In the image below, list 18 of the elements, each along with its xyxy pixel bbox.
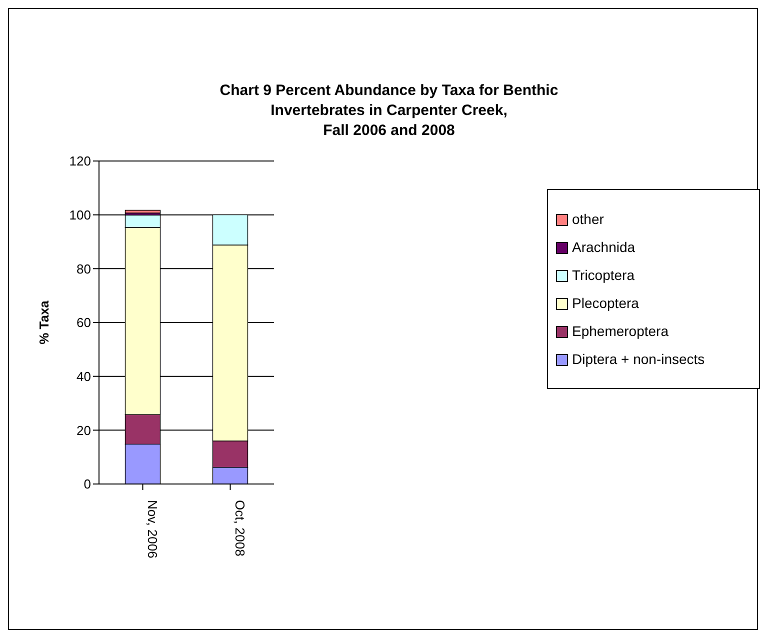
x-tick-label: Nov, 2006	[144, 500, 160, 558]
legend-label: Ephemeroptera	[572, 322, 669, 340]
text: Chart 9 Percent Abundance by Taxa for Benthic Invertebrates in Carpenter Creek, Fall 2006 and 2008	[218, 81, 560, 141]
y-tick-label: 60	[76, 315, 91, 330]
y-tick-label: 0	[84, 476, 91, 492]
y-tick-label: 80	[76, 261, 91, 276]
legend-label: Plecoptera	[572, 294, 639, 312]
bar	[124, 210, 161, 214]
y-tick-label: 40	[76, 368, 91, 384]
y-tick-label: 120	[69, 154, 91, 169]
legend-label: Arachnida	[572, 238, 636, 256]
y-tick-label: 100	[69, 207, 91, 222]
y-tick-label: 20	[76, 422, 91, 438]
legend-label: other	[572, 210, 604, 228]
x-tick-label: Oct, 2008	[232, 500, 248, 556]
y-axis-title: % Taxa	[36, 300, 52, 344]
legend-label: Tricoptera	[572, 266, 635, 284]
legend-label: Diptera + non-insects	[572, 350, 705, 368]
